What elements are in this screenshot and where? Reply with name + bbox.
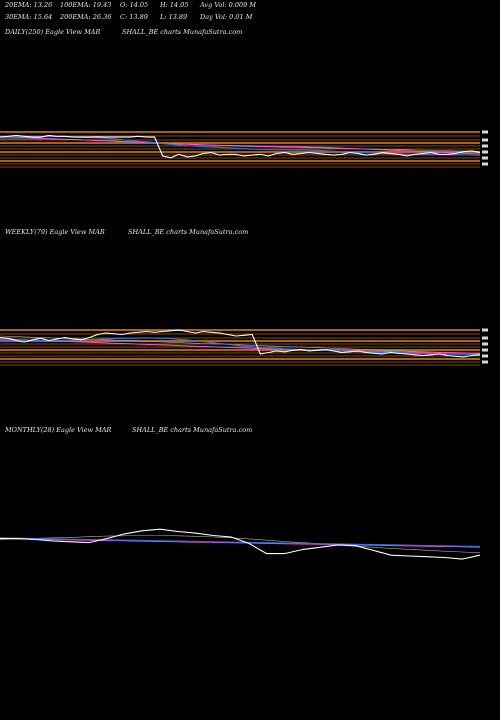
- weekly-edge-marker: [482, 342, 488, 346]
- weekly-label-left: WEEKLY(79) Eagle View MAR: [5, 228, 105, 236]
- weekly-edge-marker: [482, 348, 488, 352]
- weekly-ema-pink-line: [0, 338, 481, 354]
- weekly-edge-marker: [482, 336, 488, 340]
- weekly-label-right: SHALL_BE charts MunafaSutra.com: [128, 228, 249, 236]
- stat-high: H: 14.05: [160, 1, 189, 9]
- weekly-ema-gray-line: [0, 335, 481, 354]
- stat-ema30: 30EMA: 15.64: [5, 13, 53, 21]
- stat-open: O: 14.05: [120, 1, 149, 9]
- daily-edge-marker: [482, 144, 488, 148]
- weekly-price-line: [0, 329, 481, 358]
- daily-edge-marker: [482, 150, 488, 154]
- stat-dayvol: Day Vol: 0.01 M: [200, 13, 253, 21]
- stat-ema100: 100EMA: 19.43: [60, 1, 112, 9]
- monthly-ema-gray-line: [0, 535, 481, 554]
- weekly-edge-marker: [482, 360, 488, 364]
- daily-label-left: DAILY(250) Eagle View MAR: [5, 28, 101, 36]
- daily-label-right: SHALL_BE charts MunafaSutra.com: [122, 28, 243, 36]
- stat-low: L: 13.89: [160, 13, 188, 21]
- stat-ema20: 20EMA: 13.26: [5, 1, 53, 9]
- monthly-price-line: [0, 528, 481, 560]
- daily-edge-marker: [482, 156, 488, 160]
- daily-edge-marker: [482, 162, 488, 166]
- daily-ema-pink-line: [0, 136, 481, 155]
- stat-ema200: 200EMA: 26.36: [60, 13, 112, 21]
- weekly-edge-marker: [482, 328, 488, 332]
- stat-avgvol: Avg Vol: 0.009 M: [200, 1, 257, 9]
- monthly-label-left: MONTHLY(28) Eagle View MAR: [5, 426, 112, 434]
- daily-price-line: [0, 134, 481, 159]
- daily-edge-marker: [482, 138, 488, 142]
- monthly-label-right: SHALL_BE charts MunafaSutra.com: [132, 426, 253, 434]
- weekly-edge-marker: [482, 354, 488, 358]
- daily-edge-marker: [482, 130, 488, 134]
- stat-close: C: 13.89: [120, 13, 148, 21]
- monthly-ema-blue-line: [0, 537, 481, 548]
